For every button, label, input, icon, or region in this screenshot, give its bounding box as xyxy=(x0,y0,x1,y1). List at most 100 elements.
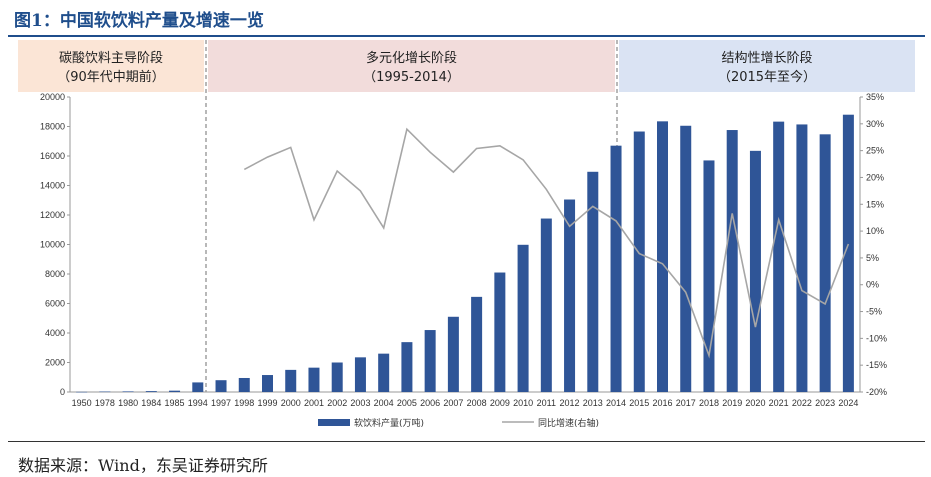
right-tick-label: 35% xyxy=(866,92,884,102)
bar xyxy=(610,145,622,392)
bar xyxy=(354,357,366,392)
x-tick-label: 2020 xyxy=(745,398,765,408)
right-tick-label: 20% xyxy=(866,172,884,182)
x-tick-label: 2012 xyxy=(560,398,580,408)
chart-canvas: 碳酸饮料主导阶段 （90年代中期前） 多元化增长阶段 （1995-2014） 结构性增长… xyxy=(18,40,915,429)
x-tick-label: 2010 xyxy=(513,398,533,408)
bar xyxy=(99,391,111,393)
figure-title: 图1：中国软饮料产量及增速一览 xyxy=(14,11,264,31)
legend-label-line: 同比增速(右轴) xyxy=(538,417,599,429)
bar xyxy=(773,121,785,392)
x-tick-label: 2003 xyxy=(350,398,370,408)
bar xyxy=(842,114,854,392)
bar xyxy=(680,125,692,392)
bar xyxy=(331,362,343,392)
source-note: 数据来源：Wind，东吴证券研究所 xyxy=(18,456,268,475)
x-tick-label: 1998 xyxy=(234,398,254,408)
x-tick-label: 1999 xyxy=(257,398,277,408)
right-tick-label: -10% xyxy=(866,333,887,343)
bar xyxy=(703,160,715,392)
x-tick-label: 1997 xyxy=(211,398,231,408)
x-tick-label: 1978 xyxy=(95,398,115,408)
left-tick-label: 0 xyxy=(60,387,65,397)
right-tick-label: 0% xyxy=(866,280,879,290)
x-tick-label: 2024 xyxy=(838,398,858,408)
x-tick-label: 2001 xyxy=(304,398,324,408)
legend-swatch-bar xyxy=(318,419,350,426)
right-tick-label: 25% xyxy=(866,146,884,156)
right-tick-label: -5% xyxy=(866,307,882,317)
x-tick-label: 2005 xyxy=(397,398,417,408)
x-tick-label: 1980 xyxy=(118,398,138,408)
x-tick-label: 2015 xyxy=(629,398,649,408)
phase-label-1: 碳酸饮料主导阶段 xyxy=(59,51,163,66)
right-tick-label: 15% xyxy=(866,199,884,209)
bar xyxy=(494,272,506,392)
x-tick-label: 2018 xyxy=(699,398,719,408)
bar xyxy=(447,316,459,392)
bar xyxy=(796,124,808,392)
source-rule xyxy=(8,441,925,442)
title-rule xyxy=(8,35,925,37)
left-tick-label: 20000 xyxy=(40,92,65,102)
bar xyxy=(192,382,204,392)
x-tick-label: 2022 xyxy=(792,398,812,408)
bar xyxy=(285,369,297,392)
bar xyxy=(587,171,599,392)
phase-period-3: （2015年至今） xyxy=(718,69,816,85)
right-tick-label: 10% xyxy=(866,226,884,236)
bar xyxy=(517,244,529,392)
left-tick-label: 6000 xyxy=(45,299,65,309)
growth-line xyxy=(243,127,850,359)
bar xyxy=(308,367,320,392)
x-tick-label: 2014 xyxy=(606,398,626,408)
x-tick-label: 1984 xyxy=(141,398,161,408)
left-tick-label: 10000 xyxy=(40,240,65,250)
bar xyxy=(424,330,436,392)
x-tick-label: 2004 xyxy=(374,398,394,408)
phase-period-1: （90年代中期前） xyxy=(57,69,165,85)
x-tick-label: 2013 xyxy=(583,398,603,408)
bar xyxy=(633,131,645,392)
x-tick-label: 2023 xyxy=(815,398,835,408)
x-tick-label: 1985 xyxy=(165,398,185,408)
bar xyxy=(169,390,181,392)
bar xyxy=(378,353,390,392)
x-tick-label: 2017 xyxy=(676,398,696,408)
right-tick-label: -15% xyxy=(866,360,887,370)
x-tick-label: 2008 xyxy=(467,398,487,408)
x-tick-label: 2006 xyxy=(420,398,440,408)
bar xyxy=(76,391,88,393)
left-tick-label: 4000 xyxy=(45,328,65,338)
right-tick-label: -20% xyxy=(866,387,887,397)
x-tick-label: 2019 xyxy=(722,398,742,408)
bar xyxy=(819,134,831,392)
x-tick-label: 2002 xyxy=(327,398,347,408)
phase-label-3: 结构性增长阶段 xyxy=(721,51,812,66)
right-tick-label: 5% xyxy=(866,253,879,263)
phase-bands: 碳酸饮料主导阶段 （90年代中期前） 多元化增长阶段 （1995-2014） 结构性增长… xyxy=(18,40,915,392)
left-tick-label: 14000 xyxy=(40,181,65,191)
phase-band-3 xyxy=(619,40,915,92)
x-tick-label: 2000 xyxy=(281,398,301,408)
x-tick-label: 1994 xyxy=(188,398,208,408)
left-tick-label: 12000 xyxy=(40,210,65,220)
x-tick-label: 1950 xyxy=(72,398,92,408)
bar xyxy=(215,380,227,392)
phase-label-2: 多元化增长阶段 xyxy=(366,50,457,66)
left-tick-label: 2000 xyxy=(45,358,65,368)
x-tick-label: 2011 xyxy=(537,398,556,408)
phase-band-1 xyxy=(18,40,204,92)
line-series xyxy=(243,127,850,359)
left-tick-label: 18000 xyxy=(40,122,65,132)
bar xyxy=(238,377,250,392)
bar xyxy=(145,391,157,392)
bar xyxy=(471,296,483,392)
left-tick-label: 16000 xyxy=(40,151,65,161)
phase-period-2: （1995-2014） xyxy=(363,70,460,85)
bar xyxy=(540,218,552,392)
bar xyxy=(726,130,738,393)
legend: 软饮料产量(万吨) 同比增速(右轴) xyxy=(318,417,599,429)
x-tick-label: 2021 xyxy=(769,398,789,408)
phase-band-2 xyxy=(208,40,615,92)
